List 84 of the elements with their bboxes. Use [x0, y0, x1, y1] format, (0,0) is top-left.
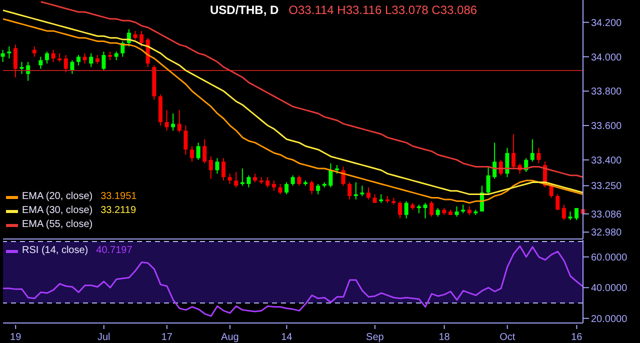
candlestick [196, 142, 200, 160]
candlestick [430, 200, 434, 218]
candlestick [7, 46, 12, 59]
candlestick [228, 173, 232, 184]
annotation: 33.2119 [100, 204, 136, 218]
candlestick [89, 52, 94, 68]
x-tick-label: 19 [10, 332, 22, 343]
y-tick-label: 33.800 [591, 86, 622, 98]
y-tick-label: 33.400 [591, 155, 622, 166]
candlestick [208, 156, 213, 180]
legend-label: RSI (14, close) [22, 244, 88, 258]
x-tick-label: 16 [571, 332, 583, 343]
chart-subtitle: O33.114 H33.116 L33.078 C33.086 [288, 3, 478, 17]
candlestick [310, 180, 314, 195]
candlestick [215, 158, 220, 174]
candlestick [549, 183, 554, 198]
y-tick-label: 20.0000 [591, 314, 628, 325]
y-tick-label: 40.0000 [591, 283, 628, 294]
candlestick [184, 125, 188, 156]
legend-label: EMA (30, close) [22, 204, 93, 218]
candlestick [360, 185, 364, 197]
candlestick [164, 110, 169, 132]
candlestick [64, 54, 68, 73]
candlestick [140, 30, 144, 47]
candlestick [82, 52, 87, 64]
candlestick [284, 182, 289, 195]
legend-label: EMA (20, close) [22, 190, 93, 204]
candlestick [202, 138, 207, 164]
candlestick [492, 142, 497, 180]
legend-label: EMA (55, close) [22, 218, 93, 232]
candlestick [102, 51, 106, 71]
candlestick [70, 60, 74, 74]
x-tick-label: 17 [161, 332, 173, 343]
x-tick-label: Sep [366, 332, 384, 343]
candlestick [290, 174, 295, 186]
y-tick-label: 33.250 [591, 181, 622, 192]
annotation: 33.1951 [100, 190, 137, 204]
chart-title: USD/THB, D [210, 3, 279, 17]
candlestick [44, 51, 49, 64]
candlestick [13, 44, 18, 78]
y-tick-label: 32.980 [591, 228, 622, 239]
candlestick [76, 54, 80, 66]
x-tick-label: Jul [97, 332, 110, 343]
candlestick [51, 49, 56, 62]
candlestick [348, 182, 352, 200]
candlestick [266, 176, 270, 188]
x-tick-label: Oct [500, 332, 516, 343]
candlestick [398, 200, 402, 219]
candlestick [177, 110, 182, 133]
candlestick [366, 186, 370, 200]
candlestick [512, 134, 516, 170]
candlestick [556, 194, 560, 210]
candlestick [562, 204, 566, 221]
candlestick [234, 171, 238, 188]
candlestick [341, 166, 346, 186]
line-series [2, 245, 584, 317]
candlestick [536, 147, 541, 164]
y-tick-label: 60.0000 [591, 252, 628, 264]
candlestick [486, 166, 490, 195]
candlestick [297, 174, 302, 186]
candlestick [278, 183, 282, 195]
candlestick [423, 202, 428, 219]
candlestick [505, 147, 510, 178]
annotation: 40.7197 [96, 244, 132, 258]
x-tick-label: 18 [438, 332, 450, 343]
candlestick [20, 61, 24, 74]
y-tick-label: 34.000 [591, 52, 622, 64]
candlestick [38, 56, 43, 70]
candlestick [574, 208, 579, 221]
candlestick [454, 206, 459, 218]
candlestick [328, 162, 333, 188]
candlestick [316, 183, 320, 195]
candlestick [272, 180, 276, 192]
y-tick-label: 33.086 [591, 209, 622, 220]
candlestick [190, 146, 194, 162]
candlestick [32, 46, 36, 58]
candlestick [246, 174, 251, 188]
candlestick [530, 138, 534, 162]
x-tick-label: Aug [221, 332, 239, 343]
y-tick-label: 33.600 [591, 121, 622, 132]
candlestick [404, 200, 408, 219]
x-tick-label: 14 [281, 332, 293, 343]
y-tick-label: 34.200 [591, 18, 622, 29]
candlestick [222, 158, 226, 182]
